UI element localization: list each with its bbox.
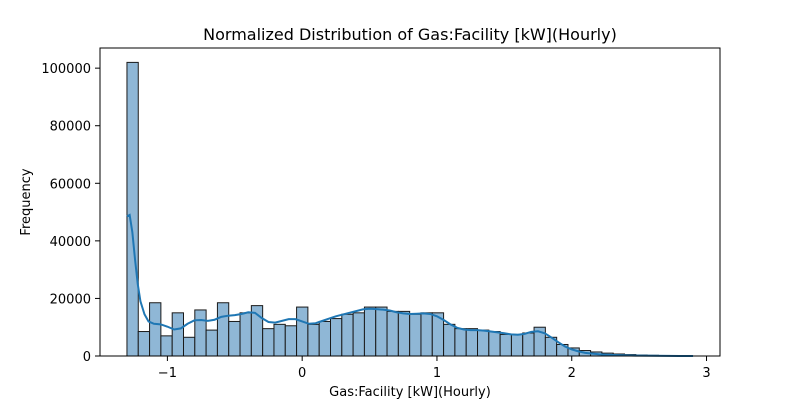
histogram-bar [510,333,524,357]
y-axis-ticks: 0 20000 40000 60000 80000 100000 [41,62,100,365]
histogram-bar [149,302,162,357]
histogram-bar [160,335,173,357]
x-tick-label: 3 [702,366,710,381]
histogram-bar [363,306,377,357]
histogram-bar [205,329,218,357]
histogram-bar [375,306,388,357]
x-tick-label: 2 [568,366,576,381]
x-axis-label: Gas:Facility [kW](Hourly) [329,385,491,400]
histogram-bar [296,306,309,357]
histogram-bar [341,313,354,357]
histogram-bar [182,336,196,357]
histogram-bar [216,302,230,357]
x-axis-ticks: −1 0 1 2 3 [158,356,711,381]
x-tick-label: 1 [433,366,441,381]
kde-curve [126,213,694,357]
histogram-bar [522,332,535,357]
histogram-bar [386,310,399,357]
histogram-bar [477,329,490,357]
y-tick-label: 0 [83,350,91,365]
histogram-bar [488,331,501,357]
histogram-bar [137,331,151,357]
histogram-bar [307,323,320,357]
histogram-bar [443,323,456,357]
histogram-bar [194,309,207,357]
x-tick-label: −1 [158,366,177,381]
histogram-bar [284,325,298,357]
histogram-bar [330,318,343,357]
chart-title: Normalized Distribution of Gas:Facility … [203,25,617,44]
histogram-bar [318,320,332,357]
y-tick-label: 60000 [50,177,91,192]
histogram-bar [454,328,467,357]
histogram-bar [352,312,365,357]
histogram-bar [465,328,479,357]
y-tick-label: 40000 [50,235,91,250]
histogram-bar [239,312,252,357]
histogram-bar [397,310,411,357]
histogram-bar [171,312,184,357]
y-tick-label: 20000 [50,292,91,307]
histogram-bar [273,323,286,357]
histogram-bar [262,328,275,357]
plot-frame [99,47,721,357]
y-axis-label: Frequency [19,168,34,235]
histogram-bar [499,333,512,357]
x-tick-label: 0 [298,366,306,381]
y-tick-label: 80000 [50,120,91,135]
histogram-bars [126,61,693,357]
histogram-bar [228,320,241,357]
y-tick-label: 100000 [41,62,91,77]
plot-area [100,48,720,356]
histogram-bar [409,313,422,357]
histogram-bar [126,61,139,357]
histogram-bar [420,312,433,357]
